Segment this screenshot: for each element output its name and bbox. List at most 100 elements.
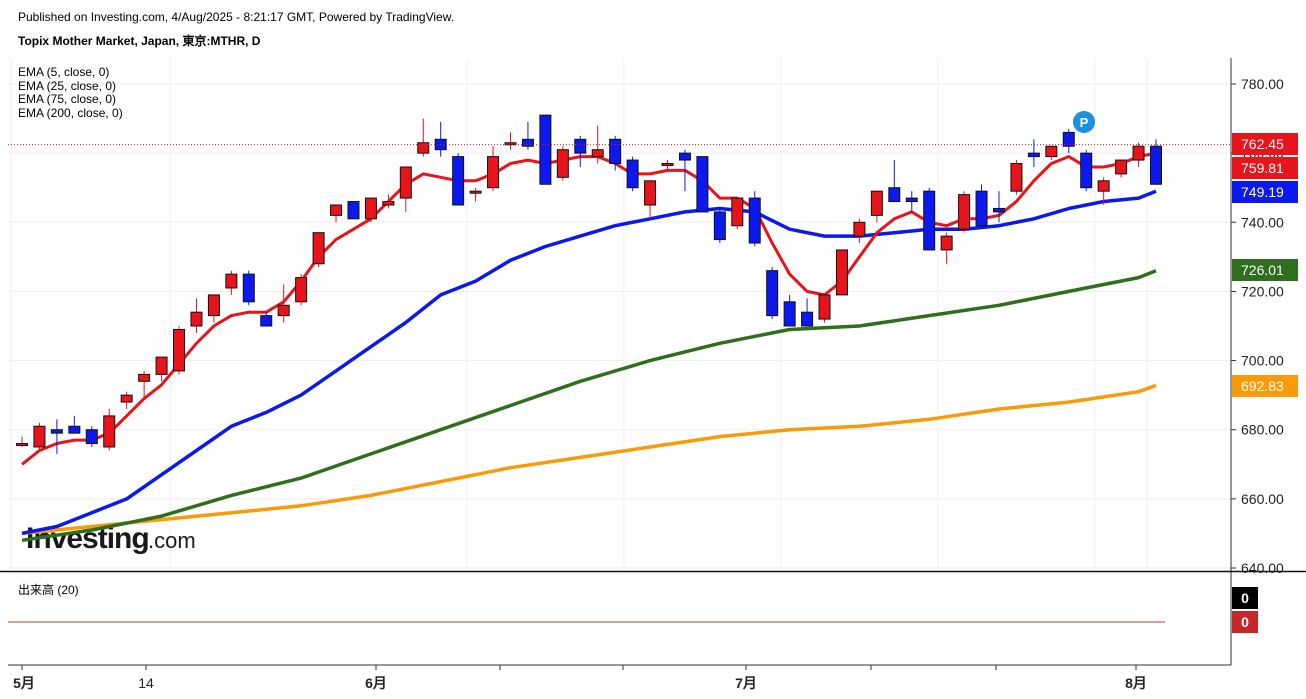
candle-63 [1115,159,1128,178]
candle-body [783,301,796,327]
candle-21 [382,194,395,209]
candle-36 [644,180,657,219]
legend-ema75[interactable]: EMA (75, close, 0) [18,92,117,106]
candle-39 [696,156,709,213]
candle-11 [207,294,220,323]
price-tag-label: 762.45 [1241,136,1284,152]
candle-body [155,356,168,375]
candle-body [853,221,866,237]
candle-53 [940,232,953,264]
candle-54 [958,191,971,233]
candle-16 [295,274,308,306]
candle-body [1027,152,1040,158]
price-tag-2: 749.19 [1232,181,1298,203]
candle-42 [748,191,761,247]
price-axis[interactable]: 780.00760.00740.00720.00700.00680.00660.… [0,58,1306,666]
p-marker[interactable]: P [1073,111,1095,133]
candle-body [748,197,761,244]
candle-17 [312,232,325,268]
candle-body [678,152,691,161]
candle-25 [452,153,465,206]
candle-body [888,187,901,203]
time-axis[interactable]: 5月 14 6月 7月 8月 [13,665,1147,691]
candle-1 [33,422,46,451]
candle-31 [556,146,569,181]
volume-tag-0: 0 [1232,587,1258,609]
candle-45 [801,298,814,327]
candle-body [905,197,918,203]
price-tag-4: 692.83 [1232,375,1298,397]
candle-body [992,207,1005,213]
x-tick-label: 7月 [735,675,757,691]
candle-body [330,204,343,216]
x-tick-label: 5月 [13,675,35,691]
candle-10 [190,298,203,333]
ema200-line [21,383,1157,536]
candle-body [33,425,46,448]
candle-51 [905,191,918,212]
candle-body [50,429,63,434]
price-tag-label: 692.83 [1241,378,1284,394]
candle-body [68,425,81,434]
candle-body [626,159,639,189]
candle-body [940,235,953,251]
candle-body [521,138,534,147]
watermark-suffix: .com [148,528,196,553]
candle-6 [120,391,133,409]
y-tick-label: 660.00 [1241,491,1284,507]
marker-label: P [1080,115,1089,130]
candle-body [347,201,360,220]
candle-13 [242,270,255,306]
candle-60 [1062,128,1075,154]
legend-ema25[interactable]: EMA (25, close, 0) [18,78,117,93]
volume-panel: 00 [8,587,1258,633]
candle-body [870,190,883,216]
candle-body [818,294,831,320]
price-tag-1: 759.81 [1232,157,1298,179]
legend-ema5[interactable]: EMA (5, close, 0) [18,65,110,79]
candle-41 [731,197,744,230]
candle-15 [277,284,290,323]
candle-body [103,415,116,448]
candle-62 [1097,177,1110,205]
candle-18 [330,204,343,223]
candle-44 [783,294,796,327]
candle-body [539,114,552,185]
candle-body [295,277,308,303]
candlesticks [16,114,1162,454]
candle-35 [626,156,639,192]
volume-tag-1: 0 [1232,611,1258,633]
candle-9 [173,326,186,375]
candle-34 [609,135,622,171]
candle-body [173,328,186,372]
candle-body [661,163,674,167]
candle-12 [225,270,238,295]
candle-body [120,394,133,403]
candle-3 [68,415,81,434]
candle-body [1045,145,1058,158]
y-tick-label: 640.00 [1241,560,1284,576]
candle-body [731,197,744,227]
candle-23 [417,118,430,157]
price-tag-bg [1232,375,1298,397]
candle-47 [835,249,848,296]
candle-50 [888,160,901,203]
candle-body [556,149,569,178]
y-tick-label: 680.00 [1241,422,1284,438]
x-tick-label: 14 [138,675,154,691]
x-tick-label: 8月 [1125,675,1147,691]
candle-body [225,273,238,289]
candle-0 [16,436,28,447]
grid-lines [8,58,1231,571]
candle-14 [260,312,273,327]
candle-40 [713,208,726,244]
candle-8 [155,356,168,382]
legend-ema200[interactable]: EMA (200, close, 0) [18,105,123,120]
candle-body [469,190,482,194]
candle-body [260,315,273,327]
candle-64 [1132,142,1145,167]
price-tag-bg [1232,157,1298,179]
candle-52 [923,187,936,251]
candle-body [766,270,779,317]
